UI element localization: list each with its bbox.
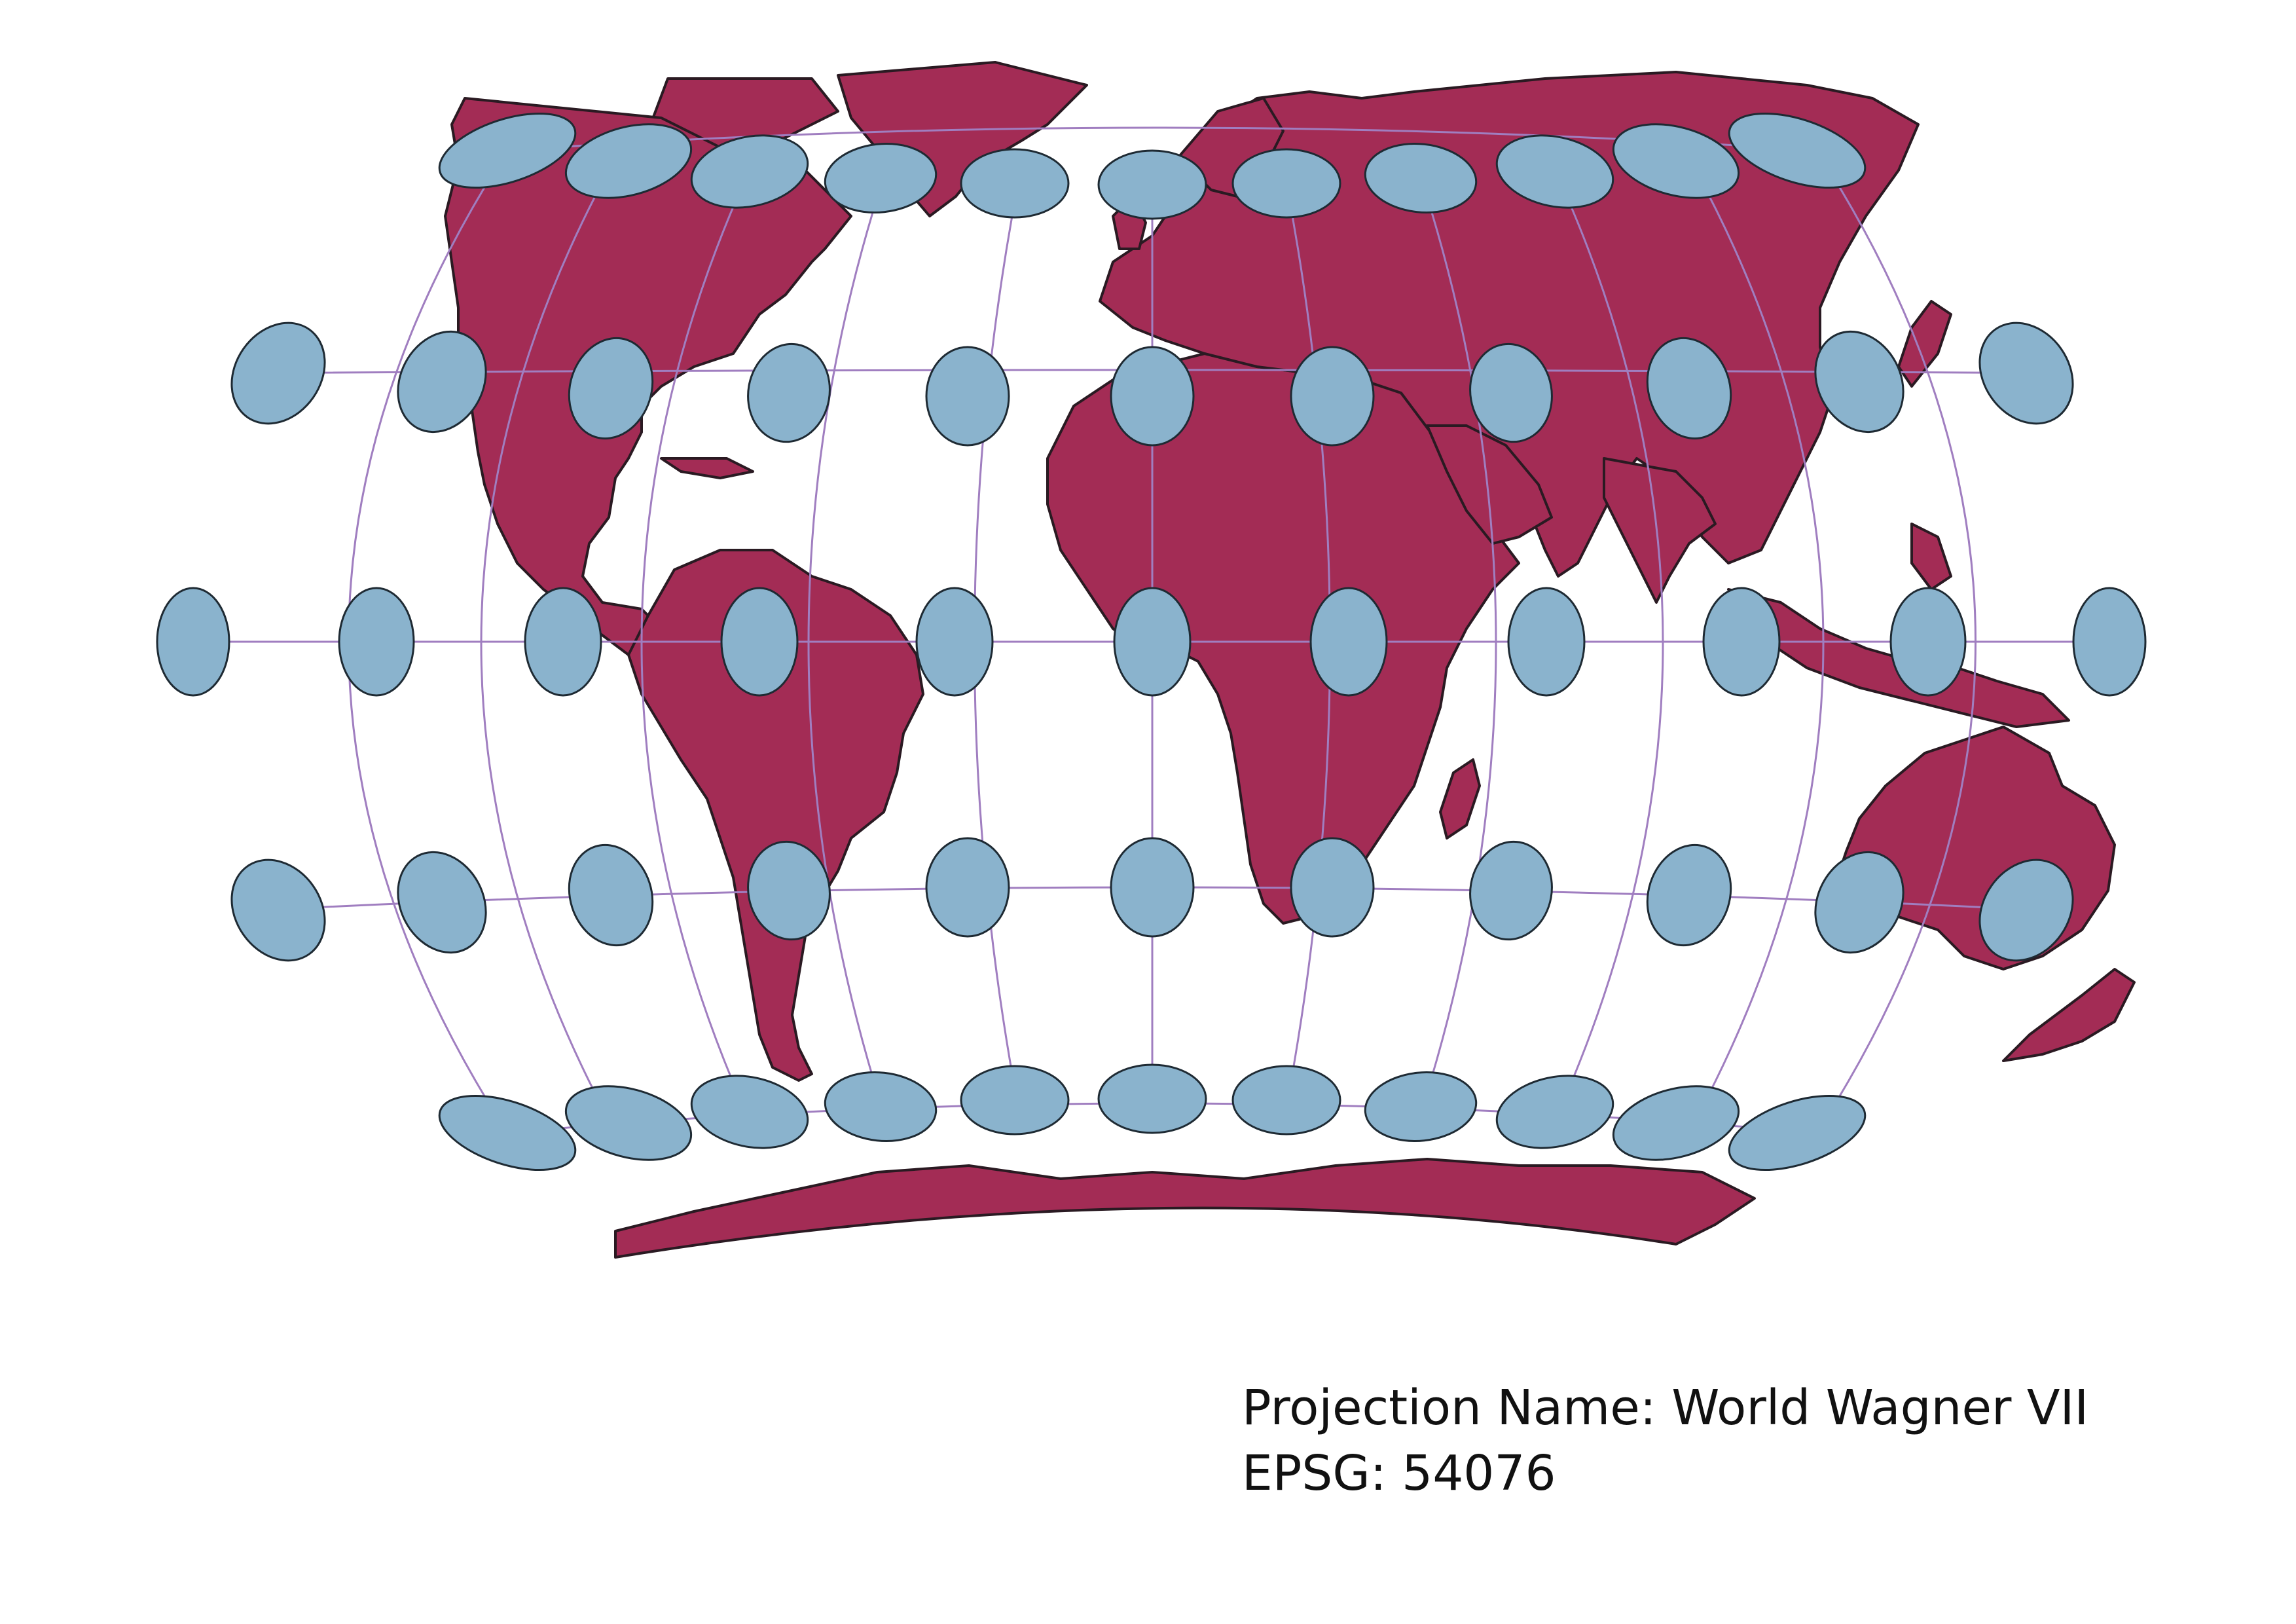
tissot-ellipse bbox=[568, 843, 654, 947]
epsg-code-text: EPSG: 54076 bbox=[1242, 1445, 1556, 1502]
india bbox=[1603, 457, 1717, 604]
tissot-ellipse bbox=[338, 587, 415, 697]
tissot-ellipse bbox=[564, 1085, 693, 1161]
tissot-ellipse bbox=[1702, 587, 1781, 697]
parallel-n60 bbox=[507, 126, 1817, 152]
tissot-ellipse bbox=[438, 1094, 577, 1172]
tissot-ellipse bbox=[1978, 322, 2074, 425]
tissot-ellipse bbox=[156, 587, 230, 697]
tissot-ellipse bbox=[1231, 1065, 1341, 1135]
tissot-ellipse bbox=[1728, 1094, 1867, 1172]
tissot-ellipse bbox=[1364, 143, 1478, 213]
tissot-ellipse bbox=[1612, 1085, 1740, 1161]
tissot-ellipse bbox=[568, 337, 654, 440]
meridian-w90 bbox=[640, 176, 748, 1114]
tissot-ellipse bbox=[230, 322, 326, 425]
tissot-ellipse bbox=[1814, 851, 1904, 954]
tissot-ellipse bbox=[1469, 342, 1553, 443]
tissot-ellipse bbox=[960, 148, 1070, 219]
tissot-ellipse bbox=[1110, 346, 1195, 447]
tissot-ellipse bbox=[1495, 1075, 1614, 1149]
tissot-ellipse bbox=[925, 346, 1010, 447]
tissot-ellipse bbox=[1469, 840, 1553, 941]
new-zealand bbox=[2002, 968, 2136, 1062]
tissot-indicatrices bbox=[156, 112, 2147, 1172]
tissot-ellipse bbox=[1097, 1063, 1207, 1134]
tissot-ellipse bbox=[230, 858, 326, 962]
caribbean bbox=[660, 457, 754, 479]
arabia bbox=[1426, 424, 1553, 545]
tissot-ellipse bbox=[1612, 123, 1740, 199]
tissot-ellipse bbox=[824, 143, 938, 213]
tissot-ellipse bbox=[1231, 148, 1341, 219]
tissot-ellipse bbox=[747, 342, 831, 443]
meridian-e120 bbox=[1694, 170, 1825, 1120]
projection-name-text: Projection Name: World Wagner VII bbox=[1242, 1380, 2089, 1436]
philippines bbox=[1910, 523, 1952, 591]
tissot-ellipse bbox=[1646, 337, 1732, 440]
tissot-ellipse bbox=[1364, 1071, 1478, 1142]
tissot-ellipse bbox=[747, 840, 831, 941]
tissot-ellipse bbox=[1290, 837, 1375, 938]
tissot-ellipse bbox=[1309, 587, 1388, 697]
tissot-ellipse bbox=[524, 587, 602, 697]
meridian-w60 bbox=[807, 176, 885, 1114]
tissot-ellipse bbox=[397, 851, 487, 954]
tissot-ellipse bbox=[960, 1065, 1070, 1135]
tissot-ellipse bbox=[690, 134, 809, 209]
tissot-ellipse bbox=[438, 112, 577, 189]
tissot-ellipse bbox=[1889, 587, 1967, 697]
map-caption: Projection Name: World Wagner VII EPSG: … bbox=[1242, 1375, 2088, 1506]
tissot-ellipse bbox=[1113, 587, 1192, 697]
tissot-ellipse bbox=[925, 837, 1010, 938]
tissot-ellipse bbox=[1097, 149, 1207, 220]
tissot-ellipse bbox=[1290, 346, 1375, 447]
tissot-ellipse bbox=[1495, 134, 1614, 209]
tissot-ellipse bbox=[1978, 858, 2074, 962]
meridian-e60 bbox=[1419, 176, 1497, 1114]
tissot-ellipse bbox=[1507, 587, 1586, 697]
madagascar bbox=[1439, 758, 1481, 840]
tissot-ellipse bbox=[1814, 330, 1904, 434]
antarctica bbox=[614, 1158, 1756, 1259]
japan bbox=[1897, 300, 1952, 388]
meridian-e90 bbox=[1557, 176, 1664, 1114]
tissot-ellipse bbox=[915, 587, 994, 697]
tissot-ellipse bbox=[720, 587, 799, 697]
tissot-ellipse bbox=[564, 123, 693, 199]
tissot-ellipse bbox=[2072, 587, 2147, 697]
tissot-ellipse bbox=[1110, 837, 1195, 938]
meridian-e150 bbox=[1815, 150, 1977, 1134]
tissot-ellipse bbox=[1646, 843, 1732, 947]
meridian-w120 bbox=[480, 170, 610, 1120]
south-america bbox=[627, 549, 924, 1082]
tissot-ellipse bbox=[690, 1075, 809, 1149]
tissot-ellipse bbox=[824, 1071, 938, 1142]
tissot-ellipse bbox=[397, 330, 487, 434]
tissot-ellipse bbox=[1728, 112, 1867, 189]
